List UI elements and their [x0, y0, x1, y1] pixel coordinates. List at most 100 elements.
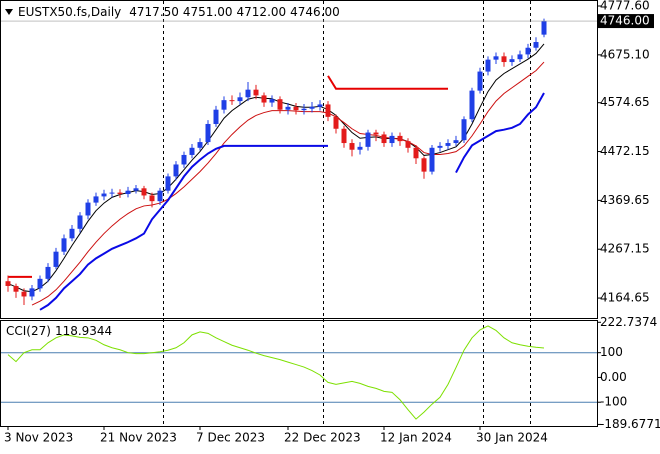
- candle-body: [357, 146, 363, 150]
- last-price-box: [598, 14, 654, 29]
- candle-body: [301, 108, 307, 111]
- candle-body: [61, 238, 67, 252]
- candle-body: [277, 99, 283, 110]
- y-tick-label: -100: [600, 395, 627, 409]
- candle-body: [445, 143, 451, 146]
- candle-body: [533, 42, 539, 48]
- menu-icon: [5, 9, 13, 15]
- candle-body: [45, 266, 51, 279]
- candle-body: [101, 193, 107, 197]
- candle-body: [13, 285, 19, 292]
- candle-body: [253, 89, 259, 96]
- candle-body: [221, 100, 227, 110]
- y-tick-label: 222.7374: [600, 315, 657, 329]
- y-tick-label: 4164.65: [600, 291, 650, 305]
- close-value: 4746.00: [290, 5, 340, 19]
- symbol: EUSTX50.fs,Daily: [18, 5, 121, 19]
- candle-body: [69, 228, 75, 239]
- y-tick-label: 0.00: [600, 370, 627, 384]
- y-tick-label: 4267.15: [600, 242, 650, 256]
- candle-body: [37, 278, 43, 289]
- candle-body: [381, 134, 387, 144]
- x-tick-label: 7 Dec 2023: [196, 431, 265, 445]
- cci-title: CCI(27): [6, 324, 51, 338]
- y-tick-label: 4369.65: [600, 193, 650, 207]
- candle-body: [93, 196, 99, 203]
- candle-body: [85, 202, 91, 216]
- candle-body: [205, 123, 211, 143]
- candle-body: [437, 145, 443, 148]
- y-tick-label: 4675.10: [600, 47, 650, 61]
- cci-plot: [1, 325, 597, 420]
- candle-body: [269, 99, 275, 103]
- candle-body: [365, 132, 371, 147]
- candle-body: [493, 56, 499, 60]
- candle-body: [429, 147, 435, 172]
- candle-body: [77, 215, 83, 229]
- y-tick-label: -189.6771: [600, 417, 660, 431]
- candle-body: [541, 21, 547, 35]
- candle-body: [165, 176, 171, 191]
- candle-body: [317, 104, 323, 107]
- candle-body: [397, 135, 403, 142]
- candle-body: [421, 158, 427, 172]
- candle-body: [405, 141, 411, 148]
- indicator-line: [7, 43, 545, 293]
- candle-body: [325, 104, 331, 117]
- x-tick-label: 3 Nov 2023: [4, 431, 73, 445]
- candle-body: [413, 147, 419, 159]
- y-tick-label: 4777.60: [600, 0, 650, 13]
- indicator-line: [7, 325, 545, 420]
- y-tick-label: 4574.65: [600, 95, 650, 109]
- candle-body: [5, 281, 11, 286]
- last-price-label: 4746.00: [600, 14, 650, 28]
- candle-body: [477, 71, 483, 91]
- candle-body: [125, 190, 131, 195]
- candle-body: [293, 106, 299, 111]
- x-tick-label: 30 Jan 2024: [476, 431, 548, 445]
- candle-body: [309, 106, 315, 109]
- axes: 4777.60 4675.10 4574.65 4472.15 4369.65 4267.…: [4, 0, 660, 445]
- indicator-line: [39, 92, 545, 311]
- x-tick-label: 22 Dec 2023: [284, 431, 361, 445]
- candle-body: [213, 109, 219, 124]
- candle-body: [117, 192, 123, 195]
- candle-body: [53, 251, 59, 267]
- separators: [163, 1, 531, 426]
- candle-body: [509, 59, 515, 63]
- candle-body: [181, 154, 187, 165]
- candle-body: [109, 192, 115, 194]
- candle-body: [29, 288, 35, 297]
- candle-body: [229, 100, 235, 102]
- main-panel: [0, 0, 598, 319]
- candle-body: [461, 119, 467, 141]
- candle-body: [341, 128, 347, 144]
- candle-body: [285, 106, 291, 110]
- main-plot: [1, 18, 597, 311]
- candle-body: [21, 291, 27, 297]
- high-value: 4751.00: [183, 5, 233, 19]
- candle-body: [469, 90, 475, 120]
- header: EUSTX50.fs,Daily 4717.50 4751.00 4712.00 474…: [18, 5, 340, 19]
- candle-body: [197, 142, 203, 148]
- candle-body: [173, 164, 179, 177]
- y-tick-label: 100: [600, 345, 623, 359]
- cci-header: CCI(27) 118.9344: [6, 324, 112, 338]
- open-value: 4717.50: [129, 5, 179, 19]
- candle-body: [349, 143, 355, 150]
- candle-body: [149, 195, 155, 202]
- candle-body: [485, 59, 491, 72]
- x-tick-label: 21 Nov 2023: [100, 431, 177, 445]
- candle-body: [525, 47, 531, 55]
- candle-body: [141, 188, 147, 196]
- x-tick-label: 12 Jan 2024: [380, 431, 452, 445]
- candle-body: [133, 188, 139, 191]
- candle-body: [237, 97, 243, 102]
- candle-body: [389, 135, 395, 144]
- candle-body: [373, 132, 379, 135]
- cci-panel: [0, 320, 598, 427]
- candle-body: [261, 95, 267, 103]
- low-value: 4712.00: [237, 5, 287, 19]
